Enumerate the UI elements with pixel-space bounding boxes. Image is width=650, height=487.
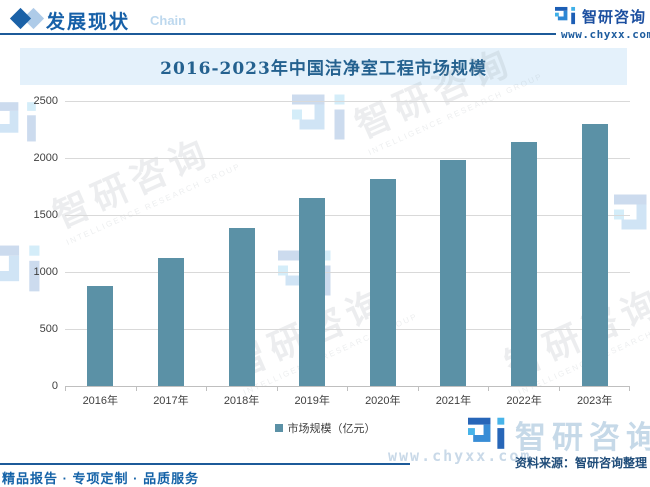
x-axis-label: 2017年 xyxy=(153,395,189,407)
bar-column xyxy=(489,101,560,386)
x-axis-tick xyxy=(489,387,560,391)
legend-marker xyxy=(274,424,283,432)
chart-title-banner: 2016-2023年中国洁净室工程市场规模 xyxy=(20,48,627,85)
bar-2016年 xyxy=(87,285,114,386)
x-axis-tick xyxy=(560,387,630,391)
x-axis-tick xyxy=(207,387,278,391)
x-axis-label: 2020年 xyxy=(365,395,401,407)
y-axis-label: 1000 xyxy=(33,266,58,278)
website-url: www.chyxx.com xyxy=(561,28,650,41)
header-divider xyxy=(0,33,556,35)
chart-legend: 市场规模（亿元） xyxy=(0,420,650,436)
bar-column xyxy=(136,101,207,386)
x-axis-tick xyxy=(137,387,207,391)
x-axis-tick xyxy=(419,387,489,391)
bar-2023年 xyxy=(581,123,608,386)
bar-column xyxy=(277,101,348,386)
bar-column xyxy=(206,101,277,386)
x-axis-labels: 2016年 2017年 2018年 2019年 2020年 2021年 2022年 2023年 xyxy=(65,392,630,408)
bar-2020年 xyxy=(369,178,396,386)
section-diamond-icon xyxy=(9,7,32,30)
bar-column xyxy=(65,101,136,386)
brand-logo: 智研咨询 xyxy=(554,6,646,27)
brand-name: 智研咨询 xyxy=(581,9,646,26)
section-title: 发展现状 xyxy=(46,12,131,33)
x-axis-ticks xyxy=(65,387,630,391)
bar-column xyxy=(348,101,419,386)
bar-2021年 xyxy=(440,160,467,386)
x-axis-tick xyxy=(278,387,348,391)
x-axis-label: 2023年 xyxy=(576,395,613,407)
bar-2019年 xyxy=(299,197,326,386)
y-axis-label: 1500 xyxy=(33,209,58,221)
x-axis-label: 2016年 xyxy=(82,395,119,407)
bar-column xyxy=(418,101,489,386)
bar-2022年 xyxy=(511,142,538,386)
y-axis-label: 500 xyxy=(39,323,58,335)
bar-2018年 xyxy=(228,227,255,386)
footer-divider xyxy=(0,463,410,465)
x-axis-label: 2019年 xyxy=(294,395,330,407)
footer-tagline: 精品报告 · 专项定制 · 品质服务 xyxy=(2,471,200,486)
header-watermark-word: Chain xyxy=(150,13,187,28)
plot-area xyxy=(65,101,630,387)
y-axis-label: 0 xyxy=(51,380,58,392)
y-axis-labels: 0 500 1000 1500 2000 2500 xyxy=(0,95,58,392)
y-axis-label: 2500 xyxy=(33,95,58,107)
legend-label: 市场规模（亿元） xyxy=(287,423,376,435)
bars-row xyxy=(65,101,630,386)
data-source: 资料来源：智研咨询整理 xyxy=(514,456,647,470)
x-axis-tick xyxy=(65,387,137,391)
bar-2017年 xyxy=(157,258,184,386)
chart-title: 2016-2023年中国洁净室工程市场规模 xyxy=(160,59,487,79)
brand-logo-icon xyxy=(554,6,576,25)
x-axis-tick xyxy=(348,387,419,391)
x-axis-label: 2018年 xyxy=(223,395,260,407)
x-axis-label: 2021年 xyxy=(435,395,472,407)
x-axis-label: 2022年 xyxy=(506,395,542,407)
y-axis-label: 2000 xyxy=(33,152,58,164)
bar-column xyxy=(559,101,630,386)
